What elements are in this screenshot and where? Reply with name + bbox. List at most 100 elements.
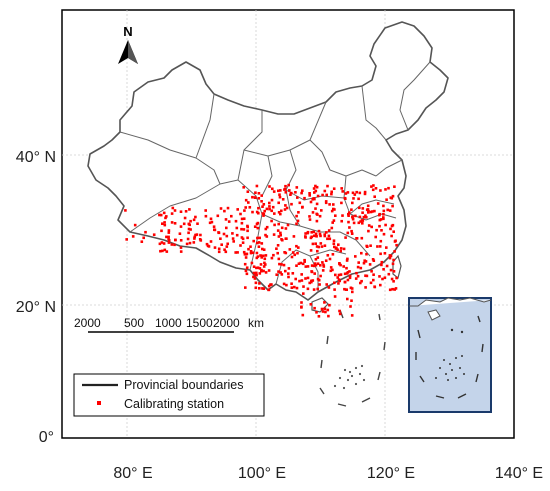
station-marker: [317, 245, 321, 249]
station-marker: [205, 242, 209, 246]
station-marker: [372, 259, 376, 262]
station-marker: [125, 238, 128, 241]
station-marker: [303, 260, 306, 263]
station-marker: [342, 265, 345, 268]
station-marker: [265, 235, 269, 238]
station-marker: [367, 211, 370, 214]
station-marker: [366, 204, 370, 208]
station-marker: [242, 250, 246, 254]
station-marker: [309, 200, 313, 204]
station-marker: [354, 255, 357, 258]
station-marker: [227, 220, 231, 223]
station-marker: [301, 206, 304, 209]
station-marker: [284, 204, 287, 207]
station-marker: [188, 208, 191, 211]
station-marker: [246, 229, 249, 233]
station-marker: [142, 236, 145, 240]
station-marker: [314, 258, 318, 261]
station-marker: [303, 258, 306, 262]
station-marker: [170, 221, 174, 224]
station-marker: [371, 188, 375, 192]
station-marker: [326, 308, 330, 312]
station-marker: [298, 201, 302, 205]
station-marker: [313, 191, 316, 194]
legend: Provincial boundaries Calibrating statio…: [73, 373, 265, 417]
station-marker: [348, 226, 351, 229]
station-marker: [244, 253, 248, 256]
station-marker: [336, 248, 339, 251]
station-marker: [312, 187, 316, 190]
station-marker: [311, 242, 315, 246]
station-marker: [161, 249, 164, 253]
station-marker: [346, 191, 350, 194]
station-marker: [331, 253, 335, 256]
calibrating-stations: [124, 183, 398, 318]
station-marker: [165, 215, 168, 218]
station-marker: [289, 193, 292, 196]
station-marker: [250, 261, 254, 265]
station-marker: [295, 222, 298, 226]
station-marker: [391, 194, 395, 198]
y-tick-label-20n: 20° N: [16, 299, 56, 316]
station-marker: [316, 277, 320, 281]
station-marker: [306, 231, 309, 235]
station-marker: [316, 287, 319, 291]
station-marker: [246, 190, 250, 193]
station-marker: [331, 268, 334, 272]
station-marker: [260, 194, 263, 197]
station-marker: [321, 193, 324, 197]
station-marker: [295, 286, 299, 290]
station-marker: [395, 243, 398, 247]
station-marker: [321, 269, 325, 272]
station-marker: [315, 219, 319, 223]
station-marker: [158, 242, 162, 246]
station-marker: [280, 238, 283, 241]
station-marker: [322, 265, 326, 268]
station-marker: [333, 295, 337, 298]
station-marker: [194, 215, 197, 219]
station-marker: [293, 253, 296, 257]
station-marker: [159, 249, 162, 253]
station-marker: [331, 221, 334, 224]
station-marker: [299, 261, 302, 265]
station-marker: [332, 239, 336, 242]
station-marker: [253, 196, 257, 199]
station-marker: [292, 235, 296, 238]
station-marker: [252, 275, 255, 279]
scale-label-3: 1500: [186, 316, 213, 330]
station-marker: [373, 285, 376, 288]
scale-label-1: 500: [124, 316, 144, 330]
station-marker: [360, 279, 363, 283]
station-marker: [328, 237, 332, 241]
station-marker: [298, 279, 301, 283]
north-arrow: N: [118, 24, 138, 64]
station-marker: [345, 259, 349, 262]
station-marker: [259, 254, 262, 257]
station-marker: [187, 227, 191, 231]
station-marker: [339, 263, 342, 267]
station-marker: [188, 241, 192, 245]
station-marker: [365, 216, 368, 219]
station-marker: [258, 287, 261, 290]
station-marker: [284, 227, 288, 230]
station-marker: [308, 281, 311, 285]
station-marker: [388, 254, 392, 257]
station-marker: [264, 254, 268, 257]
station-marker: [355, 190, 358, 194]
station-marker: [362, 261, 366, 265]
station-marker: [370, 185, 373, 188]
station-marker: [361, 222, 364, 225]
station-marker: [360, 219, 364, 222]
station-marker: [351, 290, 354, 294]
station-marker: [247, 247, 250, 251]
station-marker: [344, 288, 348, 291]
station-marker: [195, 233, 199, 236]
station-marker: [333, 288, 336, 291]
station-marker: [235, 226, 239, 230]
station-marker: [326, 184, 329, 188]
station-marker: [158, 213, 161, 217]
station-marker: [346, 231, 350, 235]
station-marker: [245, 272, 249, 276]
station-marker: [260, 242, 264, 245]
station-marker: [347, 212, 350, 216]
